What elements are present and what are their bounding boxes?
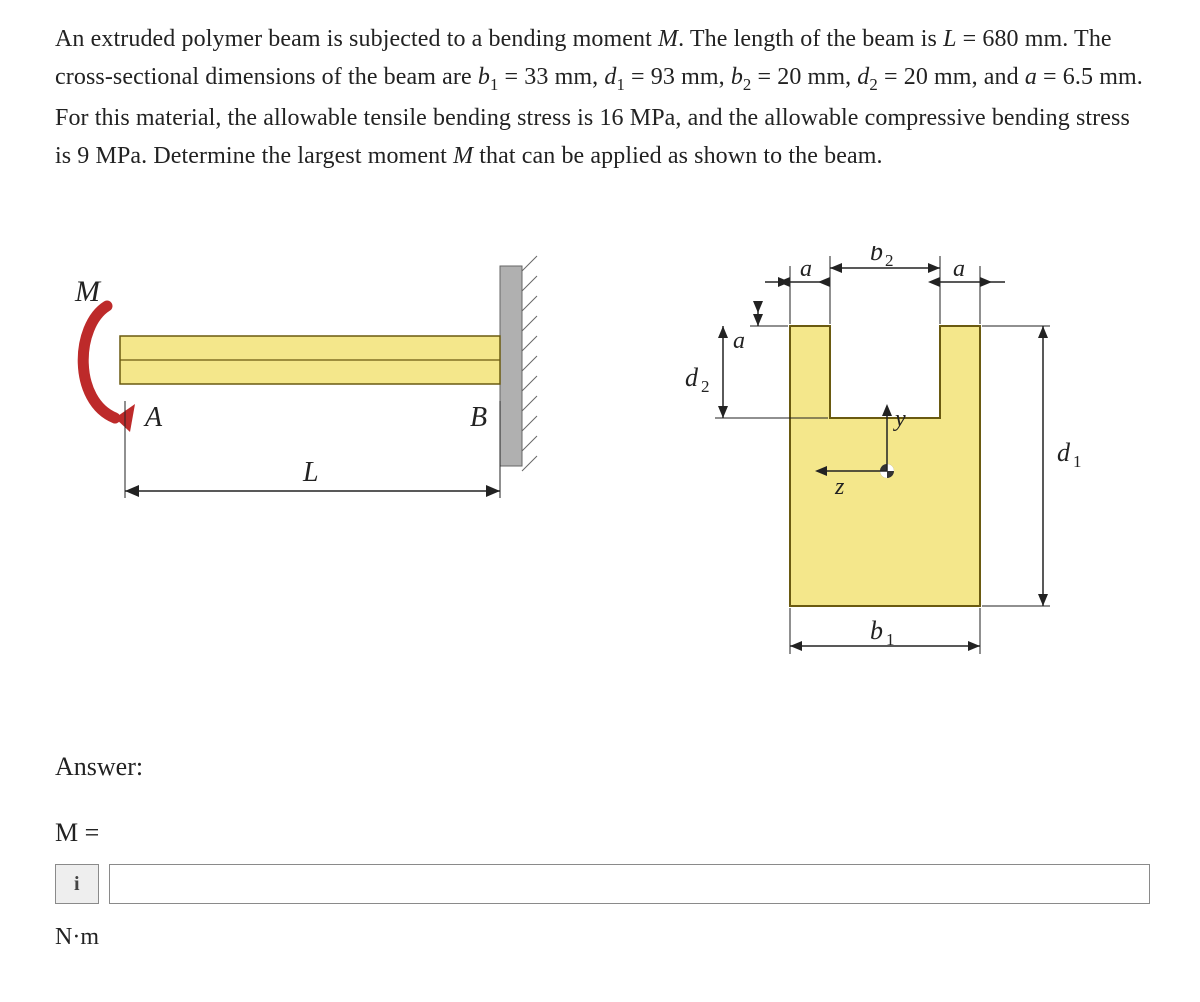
val-b1: = 33 mm,	[498, 64, 604, 90]
var-d2: d	[857, 64, 869, 90]
svg-text:2: 2	[701, 377, 710, 396]
var-M2: M	[453, 143, 473, 169]
svg-text:z: z	[834, 474, 845, 500]
var-M: M	[658, 26, 678, 52]
svg-text:a: a	[800, 256, 812, 282]
val-b2: = 20 mm,	[751, 64, 857, 90]
var-d1: d	[604, 64, 616, 90]
var-b1: b	[478, 64, 490, 90]
svg-text:b: b	[870, 246, 883, 266]
var-a: a	[1025, 64, 1037, 90]
sub-d1: 1	[616, 75, 625, 94]
text: An extruded polymer beam is subjected to…	[55, 26, 658, 52]
svg-text:b: b	[870, 616, 883, 645]
svg-text:d: d	[685, 363, 699, 392]
m-equals: M =	[55, 812, 1150, 854]
info-icon: i	[74, 868, 80, 900]
text: that can be applied as shown to the beam…	[473, 143, 882, 169]
beam-diagram: M A B L	[55, 246, 595, 526]
label-L: L	[302, 457, 319, 488]
val-d2: = 20 mm, and	[878, 64, 1025, 90]
svg-text:1: 1	[886, 630, 895, 649]
section-diagram: y z b2 a	[655, 246, 1125, 666]
text: . The length of the beam is	[678, 26, 943, 52]
label-B: B	[470, 402, 487, 433]
svg-text:d: d	[1057, 438, 1071, 467]
sub-d2: 2	[869, 75, 878, 94]
label-M: M	[74, 275, 102, 308]
var-L: L	[943, 26, 956, 52]
val-d1: = 93 mm,	[625, 64, 731, 90]
label-A: A	[143, 402, 163, 433]
problem-statement: An extruded polymer beam is subjected to…	[55, 20, 1150, 176]
svg-text:2: 2	[885, 251, 894, 270]
svg-text:y: y	[893, 406, 906, 432]
svg-text:a: a	[733, 328, 745, 354]
info-button[interactable]: i	[55, 864, 99, 904]
svg-text:1: 1	[1073, 452, 1082, 471]
unit-label: N·m	[55, 918, 1150, 956]
var-b2: b	[731, 64, 743, 90]
answer-input[interactable]	[109, 864, 1150, 904]
svg-text:a: a	[953, 256, 965, 282]
answer-label: Answer:	[55, 746, 1150, 788]
